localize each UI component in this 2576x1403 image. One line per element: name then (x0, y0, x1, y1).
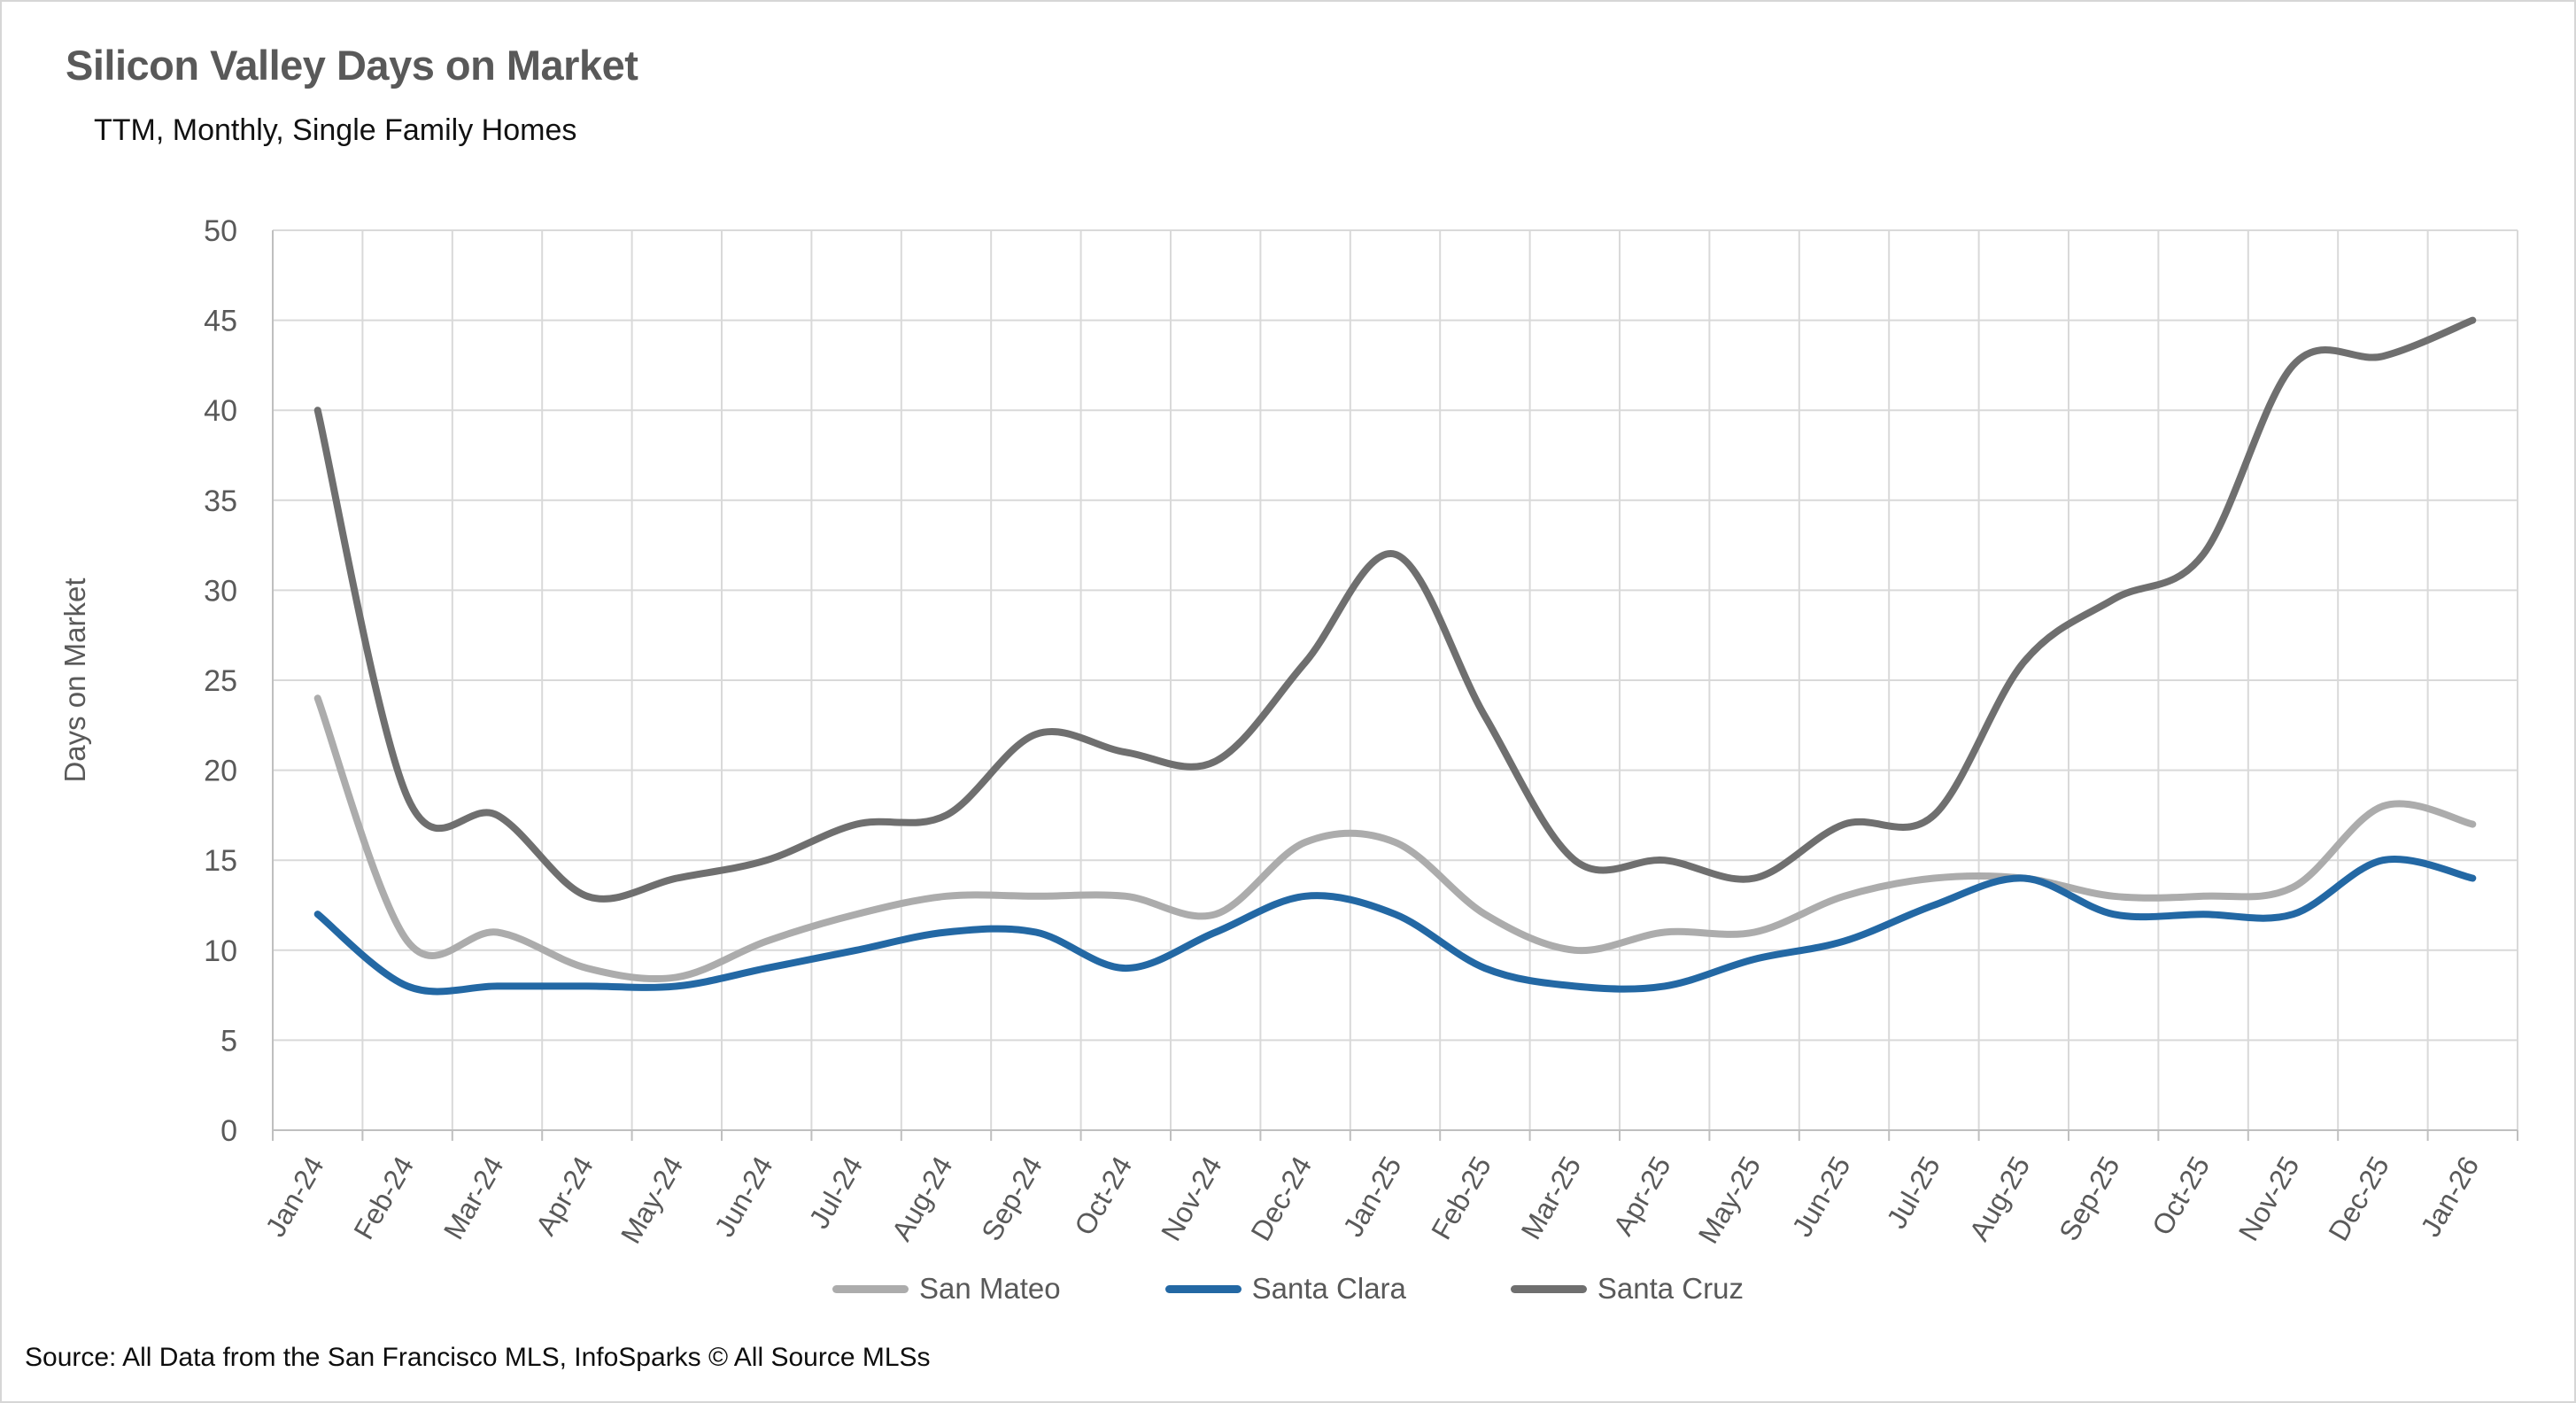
legend-label: Santa Cruz (1597, 1272, 1744, 1305)
x-tick-label: Nov-24 (1155, 1151, 1228, 1246)
x-tick-label: Mar-25 (1515, 1151, 1588, 1245)
x-tick-label: Jun-25 (1785, 1151, 1856, 1243)
line-swatch-icon (832, 1284, 909, 1293)
x-tick-label: Jan-24 (259, 1151, 330, 1243)
x-tick-label: Jul-24 (802, 1151, 869, 1234)
x-tick-label: Sep-25 (2053, 1151, 2126, 1246)
x-tick-label: Oct-24 (1068, 1151, 1138, 1241)
series-line-santa-clara (313, 856, 2477, 996)
legend: San Mateo Santa Clara Santa Cruz (0, 1272, 2576, 1306)
legend-label: San Mateo (919, 1272, 1061, 1305)
x-tick-label: Jan-26 (2414, 1151, 2485, 1243)
legend-item-santa-cruz: Santa Cruz (1510, 1272, 1744, 1306)
y-tick-label: 5 (220, 1024, 237, 1058)
x-tick-label: Feb-24 (347, 1151, 420, 1245)
x-tick-label: Apr-24 (530, 1151, 600, 1241)
x-tick-label: Mar-24 (437, 1151, 510, 1245)
x-tick-label: Oct-25 (2146, 1151, 2216, 1241)
series-line-san-mateo (313, 694, 2477, 983)
x-tick-label: Aug-25 (1963, 1151, 2037, 1246)
y-tick-label: 25 (204, 664, 237, 698)
x-tick-label: Dec-25 (2322, 1151, 2395, 1246)
y-axis-title: Days on Market (58, 577, 91, 783)
y-tick-label: 45 (204, 305, 237, 338)
x-tick-label: Jul-25 (1880, 1151, 1946, 1234)
x-tick-label: Aug-24 (886, 1151, 959, 1246)
y-tick-label: 20 (204, 755, 237, 788)
legend-item-san-mateo: San Mateo (832, 1272, 1061, 1306)
x-tick-label: Dec-24 (1244, 1151, 1318, 1246)
y-tick-label: 50 (204, 214, 237, 248)
line-swatch-icon (1510, 1284, 1587, 1293)
x-tick-label: May-24 (615, 1151, 690, 1249)
x-tick-label: Feb-25 (1425, 1151, 1497, 1245)
y-tick-label: 0 (220, 1114, 237, 1148)
x-tick-label: Apr-25 (1607, 1151, 1677, 1241)
x-tick-label: Jan-25 (1336, 1151, 1407, 1243)
chart-subtitle: TTM, Monthly, Single Family Homes (94, 113, 577, 147)
legend-label: Santa Clara (1251, 1272, 1406, 1305)
y-tick-label: 30 (204, 574, 237, 608)
x-tick-label: Sep-24 (975, 1151, 1048, 1246)
x-tick-label: May-25 (1692, 1151, 1768, 1249)
x-tick-label: Nov-25 (2232, 1151, 2306, 1246)
source-note: Source: All Data from the San Francisco … (25, 1343, 931, 1372)
page-title: Silicon Valley Days on Market (66, 42, 638, 89)
x-tick-label: Jun-24 (708, 1151, 779, 1243)
y-tick-label: 10 (204, 934, 237, 968)
line-swatch-icon (1164, 1284, 1242, 1293)
series-line-santa-cruz (313, 316, 2477, 903)
y-tick-label: 40 (204, 394, 237, 428)
legend-item-santa-clara: Santa Clara (1164, 1272, 1406, 1306)
y-tick-label: 15 (204, 844, 237, 878)
y-tick-label: 35 (204, 484, 237, 518)
